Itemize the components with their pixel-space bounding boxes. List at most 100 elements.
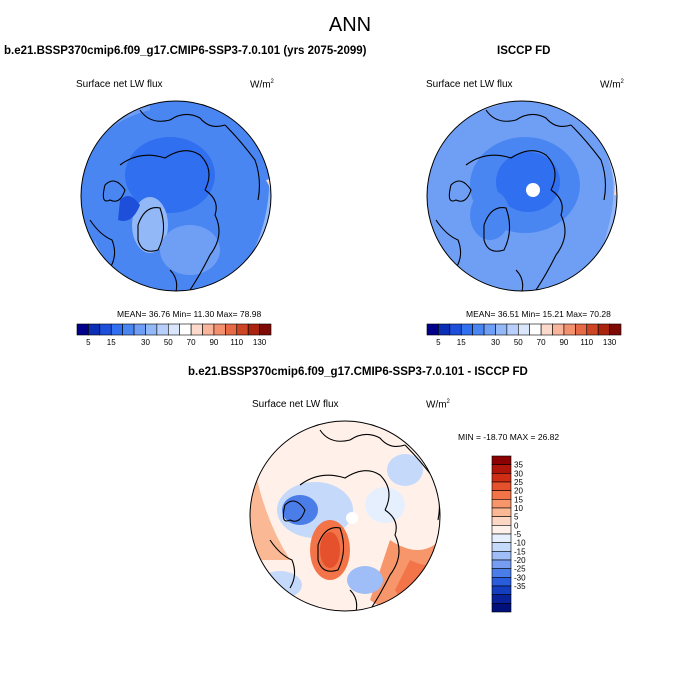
- panel-1-colorbar-swatch: [133, 323, 146, 336]
- panel-1-colorbar-swatch: [213, 323, 226, 336]
- panel-2-colorbar-swatch: [449, 323, 462, 336]
- panel-2-colorbar-tick-label: 5: [436, 338, 441, 347]
- difference-colorbar-tick-label: 15: [514, 495, 523, 504]
- difference-colorbar-tick-label: -35: [514, 582, 526, 591]
- panel-1-colorbar-tick-label: 15: [107, 338, 116, 347]
- panel-2-colorbar-tick-label: 50: [514, 338, 523, 347]
- panel-2-colorbar-swatch: [529, 323, 542, 336]
- panel-1-colorbar-swatch: [179, 323, 192, 336]
- panel-1-colorbar-swatch: [145, 323, 158, 336]
- panel-1-colorbar-swatch: [236, 323, 249, 336]
- panel-1-colorbar-swatch: [76, 323, 89, 336]
- panel-1-colorbar-tick-label: 130: [253, 338, 267, 347]
- panel-2-colorbar-swatch: [495, 323, 508, 336]
- difference-colorbar-swatch: [491, 568, 512, 578]
- panel-1-colorbar-swatch: [167, 323, 181, 336]
- panel-1-colorbar-swatch: [247, 323, 260, 336]
- panel-1-colorbar: 5 15 30 50 70 90 110 130: [76, 323, 272, 347]
- panel-2-colorbar-tick-label: 15: [457, 338, 466, 347]
- panel-2-colorbar-swatch: [483, 323, 496, 336]
- panel-1-variable: Surface net LW flux: [76, 79, 163, 90]
- difference-colorbar-tick-label: 25: [514, 478, 523, 487]
- panel-3-stats: MIN = -18.70 MAX = 26.82: [458, 432, 560, 442]
- panel-2-colorbar-swatch: [552, 323, 565, 336]
- difference-colorbar-swatch: [491, 499, 512, 509]
- panel-2-colorbar-swatch: [586, 323, 599, 336]
- panel-2-variable: Surface net LW flux: [426, 79, 513, 90]
- difference-colorbar-swatch: [491, 542, 512, 552]
- panel-2-colorbar-swatch: [597, 323, 610, 336]
- panel-2-colorbar-tick-label: 110: [580, 338, 593, 347]
- difference-colorbar-swatch: [491, 533, 512, 543]
- panel-1-map: [80, 100, 272, 292]
- panel-2-colorbar-swatch: [575, 323, 588, 336]
- panel-1-colorbar-swatch: [122, 323, 135, 336]
- difference-colorbar-tick-label: 30: [514, 469, 523, 478]
- panel-1-colorbar-tick-label: 90: [209, 338, 218, 347]
- difference-colorbar-tick-label: 20: [514, 487, 523, 496]
- difference-colorbar-swatch: [491, 464, 512, 474]
- panel-2-colorbar-tick-label: 30: [491, 338, 500, 347]
- panel-1-colorbar-tick-label: 30: [141, 338, 150, 347]
- panel-1-units: W/m2: [250, 79, 274, 91]
- difference-colorbar-swatch: [491, 473, 512, 483]
- panel-3-variable: Surface net LW flux: [252, 399, 339, 410]
- panel-2-colorbar: 5 15 30 50 70 90 110 130: [426, 323, 622, 347]
- panel-2-colorbar-swatch: [517, 323, 531, 336]
- panel-2-map: [426, 100, 618, 292]
- panel-1-colorbar-swatch: [225, 323, 238, 336]
- difference-colorbar-tick-label: -30: [514, 573, 526, 582]
- difference-colorbar-swatch: [491, 551, 512, 561]
- panel-2-title: ISCCP FD: [497, 45, 551, 57]
- figure-title: ANN: [328, 14, 372, 36]
- panel-1-title: b.e21.BSSP370cmip6.f09_g17.CMIP6-SSP3-7.…: [4, 45, 367, 57]
- difference-colorbar-tick-label: 35: [514, 461, 523, 470]
- panel-1-colorbar-swatch: [202, 323, 215, 336]
- difference-colorbar-swatch: [491, 455, 512, 465]
- panel-2-colorbar-swatch: [540, 323, 553, 336]
- difference-colorbar-swatch: [491, 594, 512, 604]
- difference-colorbar-tick-label: 5: [514, 513, 519, 522]
- difference-colorbar-swatch: [491, 577, 512, 587]
- panel-2-colorbar-swatch: [438, 323, 451, 336]
- panel-1-colorbar-tick-label: 5: [86, 338, 91, 347]
- panel-1-colorbar-swatch: [259, 323, 272, 336]
- difference-colorbar-tick-label: 10: [514, 504, 523, 513]
- panel-2-colorbar-swatch: [460, 323, 473, 336]
- difference-colorbar-tick-label: -25: [514, 565, 526, 574]
- panel-2-colorbar-tick-label: 130: [603, 338, 617, 347]
- panel-3-title: b.e21.BSSP370cmip6.f09_g17.CMIP6-SSP3-7.…: [188, 366, 528, 378]
- panel-1-colorbar-swatch: [88, 323, 101, 336]
- panel-2-colorbar-swatch: [506, 323, 519, 336]
- difference-colorbar-swatch: [491, 490, 512, 500]
- panel-1-colorbar-tick-label: 50: [164, 338, 173, 347]
- difference-colorbar-swatch: [491, 516, 512, 526]
- panel-2-colorbar-swatch: [472, 323, 485, 336]
- difference-colorbar-swatch: [491, 481, 512, 491]
- difference-colorbar-swatch: [491, 585, 512, 595]
- panel-1-colorbar-swatch: [156, 323, 169, 336]
- panel-1-colorbar-swatch: [99, 323, 112, 336]
- panel-1-colorbar-tick-label: 70: [187, 338, 196, 347]
- panel-3-units: W/m2: [426, 399, 450, 411]
- difference-colorbar-swatch: [491, 603, 512, 613]
- difference-colorbar-tick-label: -15: [514, 547, 526, 556]
- panel-3-map: [249, 420, 441, 612]
- difference-colorbar-swatch: [491, 507, 512, 517]
- panel-1-colorbar-swatch: [190, 323, 203, 336]
- difference-colorbar-tick-label: 0: [514, 521, 519, 530]
- difference-colorbar-swatch: [491, 525, 512, 535]
- panel-1-colorbar-swatch: [110, 323, 123, 336]
- panel-2-colorbar-swatch: [426, 323, 439, 336]
- difference-colorbar-tick-label: -5: [514, 530, 522, 539]
- panel-2-colorbar-swatch: [563, 323, 576, 336]
- panel-2-colorbar-swatch: [609, 323, 622, 336]
- panel-2-stats: MEAN= 36.51 Min= 15.21 Max= 70.28: [466, 309, 611, 319]
- panel-2-colorbar-tick-label: 90: [559, 338, 568, 347]
- difference-colorbar-swatch: [491, 559, 512, 569]
- difference-colorbar-tick-label: -10: [514, 539, 526, 548]
- panel-2-colorbar-tick-label: 70: [537, 338, 546, 347]
- panel-1-stats: MEAN= 36.76 Min= 11.30 Max= 78.98: [117, 309, 262, 319]
